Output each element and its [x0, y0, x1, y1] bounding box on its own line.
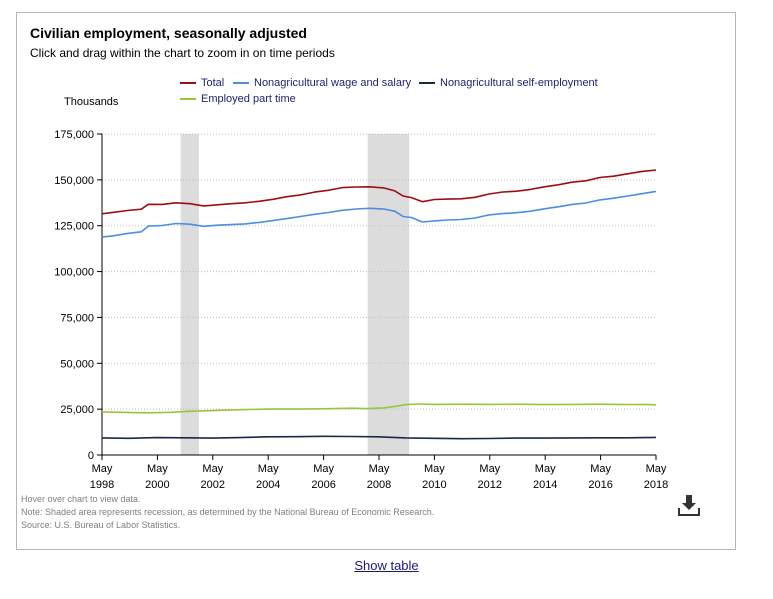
x-tick-label-year: 2002 [201, 479, 225, 491]
legend-label: Employed part time [201, 93, 296, 105]
y-tick-label: 0 [88, 450, 94, 462]
source-note: Source: U.S. Bureau of Labor Statistics. [21, 520, 181, 530]
recession-note: Note: Shaded area represents recession, … [21, 507, 435, 517]
legend-swatch [180, 98, 196, 100]
show-table-link-wrap: Show table [0, 558, 773, 573]
chart-notes: Hover over chart to view data. Note: Sha… [21, 493, 434, 532]
x-tick-label-month: May [369, 463, 390, 475]
x-tick-label-month: May [646, 463, 667, 475]
y-tick-label: 75,000 [60, 312, 94, 324]
y-axis-label: Thousands [64, 96, 119, 108]
legend-label: Total [201, 77, 225, 89]
legend-item-self-employment[interactable]: Nonagricultural self-employment [419, 77, 598, 89]
x-tick-label-month: May [535, 463, 556, 475]
legend-swatch [233, 82, 249, 84]
x-tick-label-month: May [479, 463, 500, 475]
y-tick-label: 150,000 [54, 175, 94, 187]
y-tick-label: 100,000 [54, 267, 94, 279]
download-icon [678, 495, 700, 516]
x-tick-label-year: 2000 [145, 479, 169, 491]
x-tick-label-year: 2010 [422, 479, 446, 491]
x-tick-label-year: 2006 [311, 479, 335, 491]
series-line-1 [101, 190, 657, 238]
x-tick-label-month: May [313, 463, 334, 475]
x-tick-label-year: 2012 [478, 479, 502, 491]
legend-label: Nonagricultural self-employment [440, 77, 598, 89]
legend-item-part-time[interactable]: Employed part time [180, 93, 296, 105]
series-line-3 [101, 403, 657, 414]
x-tick-label-month: May [202, 463, 223, 475]
legend-swatch [419, 82, 435, 84]
hover-note: Hover over chart to view data. [21, 494, 141, 504]
y-tick-label: 25,000 [60, 404, 94, 416]
x-tick-label-month: May [424, 463, 445, 475]
legend-item-total[interactable]: Total [180, 77, 224, 89]
x-tick-label-month: May [92, 463, 113, 475]
x-tick-label-month: May [147, 463, 168, 475]
x-tick-label-year: 2018 [644, 479, 668, 491]
recession-band [180, 134, 199, 455]
series-line-2 [101, 435, 657, 440]
x-tick-label-month: May [590, 463, 611, 475]
legend-swatch [180, 82, 196, 84]
chart-title: Civilian employment, seasonally adjusted [30, 25, 307, 41]
download-button[interactable] [678, 494, 700, 518]
legend-item-wage-salary[interactable]: Nonagricultural wage and salary [233, 77, 411, 89]
y-tick-label: 175,000 [54, 129, 94, 141]
x-tick-label-year: 2014 [533, 479, 557, 491]
x-tick-label-year: 1998 [90, 479, 114, 491]
x-tick-label-year: 2008 [367, 479, 391, 491]
chart-subtitle: Click and drag within the chart to zoom … [30, 46, 335, 60]
y-tick-label: 125,000 [54, 221, 94, 233]
legend-label: Nonagricultural wage and salary [254, 77, 412, 89]
x-tick-label-year: 2004 [256, 479, 280, 491]
series-line-0 [101, 169, 657, 215]
x-tick-label-month: May [258, 463, 279, 475]
x-tick-label-year: 2016 [588, 479, 612, 491]
show-table-link[interactable]: Show table [354, 558, 419, 573]
y-tick-label: 50,000 [60, 358, 94, 370]
